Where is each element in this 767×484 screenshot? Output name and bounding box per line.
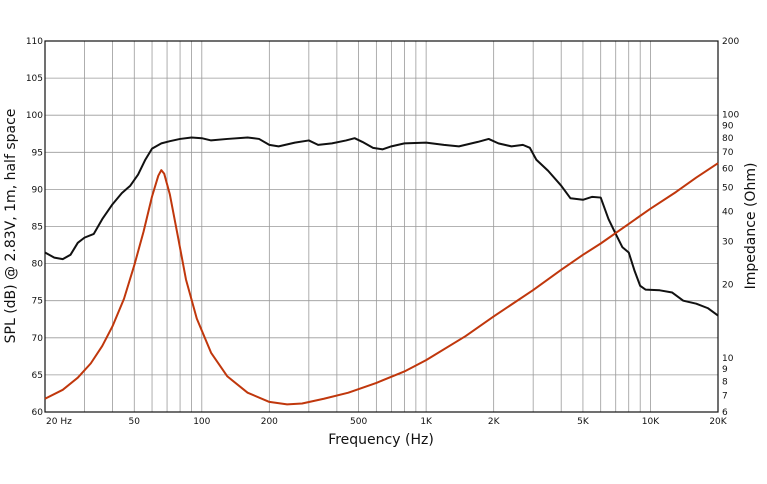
y-tick-label: 75 [32,297,43,307]
y2-tick-label: 200 [722,37,739,47]
x-tick-label: 2K [488,417,501,427]
y2-tick-label: 100 [722,110,739,120]
y2-tick-label: 80 [722,134,734,144]
series-lines [44,136,719,406]
grid-lines [45,41,718,412]
y2-tick-label: 70 [722,148,734,158]
y-tick-label: 70 [32,334,44,344]
x-tick-label: 5K [577,417,590,427]
x-tick-label: 10K [642,417,660,427]
y-tick-labels: 60 65 70 75 80 85 90 95 100 105 110 [26,37,43,418]
y2-tick-label: 40 [722,207,734,217]
impedance-curve [44,162,719,406]
y-tick-label: 90 [32,185,44,195]
plot-frame [44,40,719,413]
y-tick-label: 65 [32,371,43,381]
y-tick-label: 80 [32,260,44,270]
x-axis-label: Frequency (Hz) [328,432,434,448]
y2-tick-label: 90 [722,121,734,131]
y2-tick-label: 20 [722,281,734,291]
x-tick-label: 1K [420,417,433,427]
y-tick-label: 105 [26,74,43,84]
x-tick-label: 200 [261,417,278,427]
x-tick-label: 20K [709,417,727,427]
y-tick-label: 85 [32,223,43,233]
y2-tick-label: 6 [722,408,728,418]
y-tick-label: 60 [32,408,44,418]
y2-tick-label: 8 [722,378,728,388]
y-tick-label: 100 [26,111,43,121]
y2-tick-label: 9 [722,365,728,375]
x-tick-label: 100 [193,417,210,427]
y-axis-label: SPL (dB) @ 2.83V, 1m, half space [3,109,19,344]
y2-tick-label: 10 [722,354,734,364]
y-tick-label: 110 [26,37,43,47]
y2-tick-label: 30 [722,238,734,248]
x-tick-label: 50 [129,417,141,427]
spl-curve [44,136,719,317]
x-tick-label: 500 [350,417,367,427]
y2-tick-label: 50 [722,184,734,194]
y2-tick-label: 7 [722,392,728,402]
y2-tick-label: 60 [722,164,734,174]
y-tick-label: 95 [32,148,43,158]
x-tick-label: 20 Hz [46,417,72,427]
y2-axis-label: Impedance (Ohm) [743,163,759,290]
x-tick-labels: 20 Hz 50 100 200 500 1K 2K 5K 10K 20K [46,417,728,427]
